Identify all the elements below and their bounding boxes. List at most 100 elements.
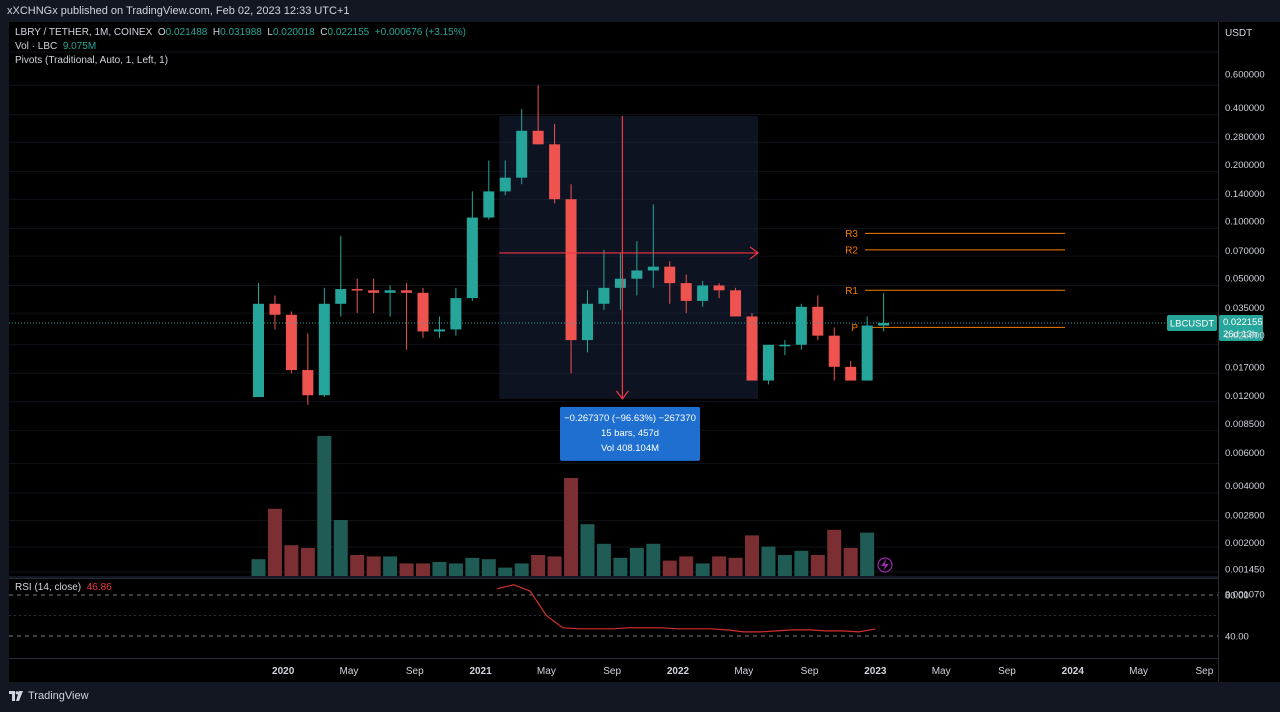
volume-bar — [728, 557, 743, 576]
volume-bar — [531, 555, 546, 576]
candle[interactable] — [795, 303, 807, 350]
candle[interactable] — [861, 316, 873, 381]
candle[interactable] — [614, 252, 626, 310]
candle[interactable] — [269, 295, 281, 330]
time-axis-labels[interactable]: 2020 May Sep 2021 May Sep 2022 May Sep 2023 May Sep… — [9, 658, 1218, 682]
candle[interactable] — [253, 283, 264, 398]
main-chart-pane[interactable]: R3 R2 R1 P −0.267370 (−96.63%) −267370 15 b… — [9, 22, 1218, 576]
candle[interactable] — [499, 160, 511, 196]
open-value: 0.021488 — [165, 27, 208, 38]
price-tag-countdown: 26d 13h — [1223, 329, 1257, 340]
volume-bar — [679, 556, 694, 576]
candle[interactable] — [433, 316, 445, 338]
volume-bar — [317, 436, 332, 576]
rsi-pane[interactable]: RSI (14, close) 46.86 — [9, 578, 1218, 658]
candle[interactable] — [664, 261, 676, 304]
candle[interactable] — [417, 287, 429, 338]
candle[interactable] — [285, 311, 297, 374]
candle[interactable] — [351, 278, 363, 314]
symbol-title: LBRY / TETHER, 1M, COINEX — [15, 27, 153, 38]
candle[interactable] — [697, 280, 709, 307]
volume-bar — [416, 563, 430, 576]
symbol-legend[interactable]: LBRY / TETHER, 1M, COINEX O0.021488 H0.0… — [15, 27, 466, 38]
time-axis-label: May — [537, 666, 556, 677]
volume-bar — [547, 556, 562, 576]
candle[interactable] — [318, 287, 330, 398]
candle[interactable] — [812, 295, 824, 341]
candle[interactable] — [582, 290, 593, 353]
price-axis-label: 0.070000 — [1225, 246, 1265, 257]
candle[interactable] — [680, 274, 692, 314]
candle[interactable] — [549, 123, 561, 204]
candle[interactable] — [516, 108, 528, 185]
price-axis-label: 0.004000 — [1225, 481, 1265, 492]
volume-bar — [333, 520, 348, 576]
tradingview-logo[interactable]: TradingView — [9, 690, 89, 702]
high-value: 0.031988 — [220, 27, 262, 38]
candle[interactable] — [647, 204, 659, 288]
measure-label[interactable]: −0.267370 (−96.63%) −267370 15 bars, 457… — [560, 406, 700, 461]
candle[interactable] — [565, 184, 577, 374]
volume-bar — [777, 555, 792, 576]
candle[interactable] — [598, 249, 610, 310]
price-axis-label: 0.050000 — [1225, 274, 1265, 285]
high-label: H — [212, 27, 221, 38]
time-axis-label: 2021 — [469, 666, 492, 677]
price-axis-label: 0.012000 — [1225, 391, 1265, 402]
candle[interactable] — [713, 283, 725, 299]
rsi-chart[interactable] — [9, 578, 1218, 658]
candle[interactable] — [845, 360, 857, 381]
price-axis-labels[interactable]: USDT 0.022155 26d 13h 80.00 40.00 0.60000… — [1219, 22, 1280, 682]
candle[interactable] — [762, 344, 774, 385]
price-axis-label: 0.001070 — [1225, 590, 1265, 601]
volume-bar — [350, 555, 365, 576]
price-axis-label: 0.002000 — [1225, 538, 1265, 549]
price-chart[interactable]: R3 R2 R1 P −0.267370 (−96.63%) −267370 15 b… — [9, 22, 1218, 576]
candle[interactable] — [532, 85, 544, 145]
pivot-label-r1: R1 — [845, 286, 858, 297]
pivots-label: Pivots (Traditional, Auto, 1, Left, 1) — [15, 55, 169, 66]
candle[interactable] — [450, 287, 462, 336]
lightning-icon[interactable] — [877, 557, 893, 573]
candle[interactable] — [302, 333, 314, 405]
price-axis-label: 0.100000 — [1225, 217, 1265, 228]
volume-legend[interactable]: Vol · LBC 9.075M — [15, 41, 96, 52]
candle[interactable] — [483, 160, 495, 220]
low-value: 0.020018 — [272, 27, 315, 38]
volume-bar — [564, 478, 579, 576]
price-axis-label: 0.002800 — [1225, 510, 1265, 521]
candle[interactable] — [878, 292, 890, 332]
candle[interactable] — [631, 241, 643, 296]
pivots-legend[interactable]: Pivots (Traditional, Auto, 1, Left, 1) — [15, 55, 168, 66]
volume-bar — [251, 559, 266, 576]
change-value: +0.000676 (+3.15%) — [374, 27, 466, 38]
price-axis[interactable]: USDT 0.022155 26d 13h 80.00 40.00 0.60000… — [1218, 22, 1280, 682]
volume-bar — [695, 563, 710, 576]
candle[interactable] — [401, 283, 413, 350]
candle[interactable] — [746, 313, 758, 381]
rsi-line — [496, 584, 876, 633]
time-axis-label: 2022 — [667, 666, 690, 677]
price-axis-label: 0.001450 — [1225, 565, 1265, 576]
candle[interactable] — [384, 285, 396, 317]
volume-bar — [481, 559, 496, 576]
pivot-label-r3: R3 — [845, 229, 858, 240]
candle[interactable] — [368, 278, 380, 314]
tradingview-brand: TradingView — [28, 690, 89, 702]
volume-bar — [432, 562, 447, 576]
candle[interactable] — [828, 327, 840, 381]
candle[interactable] — [466, 191, 478, 301]
pivot-label-p: P — [851, 323, 858, 334]
candle[interactable] — [779, 340, 791, 356]
candle[interactable] — [335, 235, 347, 317]
symbol-tag-text: LBCUSDT — [1170, 319, 1215, 330]
candle[interactable] — [730, 287, 742, 317]
measure-area[interactable] — [499, 116, 758, 399]
measure-change-text: −0.267370 (−96.63%) −267370 — [564, 413, 696, 424]
time-axis-label: Sep — [603, 666, 621, 677]
volume-bar — [761, 546, 776, 576]
measure-arrows — [499, 116, 759, 400]
time-axis[interactable]: 2020 May Sep 2021 May Sep 2022 May Sep 2023 May Sep… — [9, 658, 1218, 682]
rsi-legend[interactable]: RSI (14, close) 46.86 — [15, 582, 112, 593]
volume-bar — [366, 556, 381, 576]
